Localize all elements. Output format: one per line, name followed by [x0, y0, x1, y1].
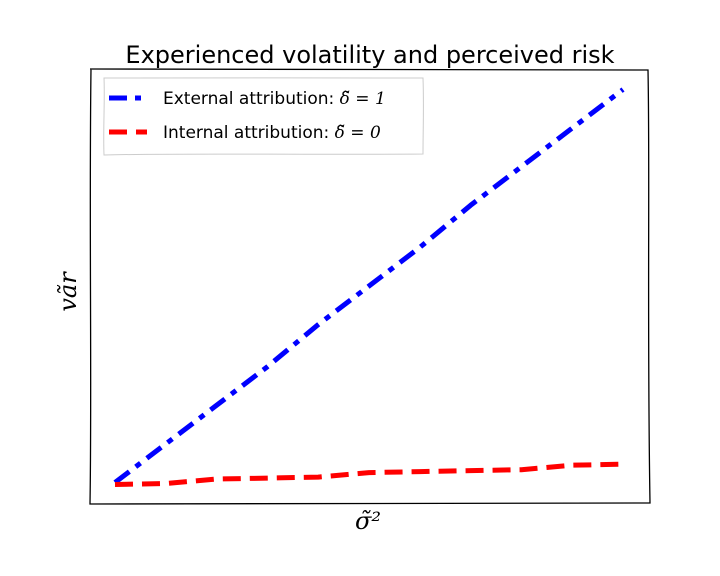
chart-title: Experienced volatility and perceived ris…	[125, 41, 614, 69]
y-axis-label: vãr	[54, 271, 82, 312]
legend-frame	[103, 77, 424, 156]
plot-frame	[89, 68, 651, 505]
legend-label-internal: Internal attribution: δ̃ = 0	[163, 123, 381, 143]
series-line-external	[113, 87, 625, 485]
x-axis-label: σ̃²	[355, 507, 381, 535]
series-line-internal	[114, 461, 624, 487]
legend-label-external: External attribution: δ̃ = 1	[163, 89, 386, 109]
series-layer	[113, 87, 625, 487]
legend: External attribution: δ̃ = 1 Internal at…	[103, 77, 424, 156]
